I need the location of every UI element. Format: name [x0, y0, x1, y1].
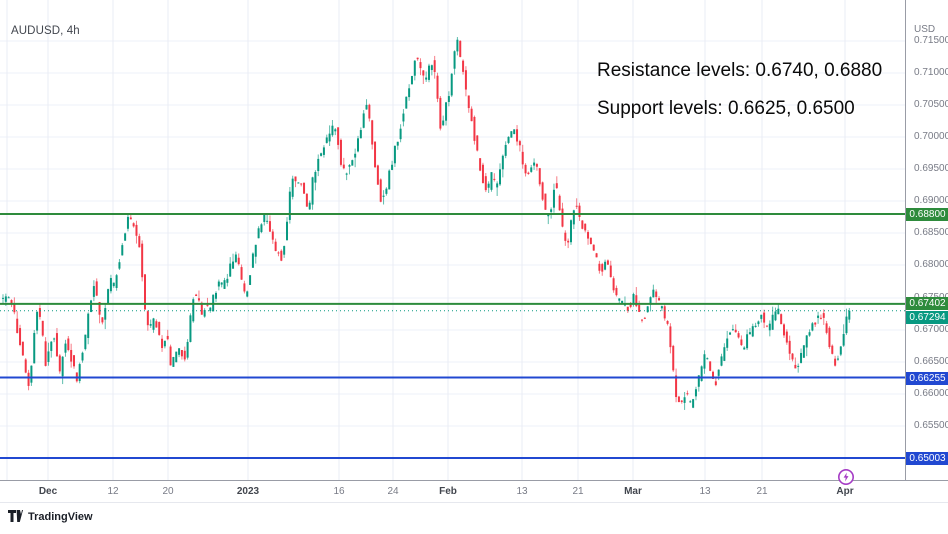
price-tick-label: 0.69500	[914, 163, 948, 174]
time-tick-label: 2023	[236, 486, 260, 497]
resistance-levels-text: Resistance levels: 0.6740, 0.6880	[597, 60, 883, 81]
price-tick-label: 0.68500	[914, 227, 948, 238]
price-tick-label: 0.70500	[914, 99, 948, 110]
tradingview-logo[interactable]: TradingView	[8, 510, 93, 523]
tradingview-logo-icon	[8, 510, 23, 522]
price-tick-label: 0.69000	[914, 195, 948, 206]
event-flash-icon[interactable]	[837, 468, 855, 486]
price-tick-label: 0.71500	[914, 35, 948, 46]
time-tick-label: 13	[516, 486, 528, 497]
tradingview-logo-text: TradingView	[28, 510, 93, 523]
price-tick-label: 0.68000	[914, 259, 948, 270]
time-tick-label: Mar	[624, 486, 642, 497]
currency-label: USD	[914, 24, 936, 35]
symbol-legend[interactable]: AUDUSD, 4h	[11, 25, 80, 37]
time-tick-label: 16	[333, 486, 345, 497]
time-tick-label: Apr	[836, 486, 854, 497]
price-badge-current-price: 0.67294	[906, 311, 948, 324]
bottom-divider	[0, 502, 948, 503]
text-annotation[interactable]: Resistance levels: 0.6740, 0.6880 Suppor…	[597, 52, 882, 128]
price-axis[interactable]: USD 0.71500 0.71000 0.70500 0.70000 0.69500 0…	[905, 0, 948, 480]
time-tick-label: Feb	[439, 486, 457, 497]
price-tick-label: 0.65500	[914, 420, 948, 431]
candlestick-chart[interactable]	[0, 0, 905, 480]
time-tick-label: 21	[756, 486, 768, 497]
time-tick-label: 21	[572, 486, 584, 497]
candlestick-series	[2, 37, 851, 410]
price-tick-label: 0.66500	[914, 356, 948, 367]
chart-canvas[interactable]	[0, 0, 905, 480]
price-badge-support-0.6500: 0.65003	[906, 452, 948, 465]
price-tick-label: 0.70000	[914, 131, 948, 142]
time-tick-label: 20	[162, 486, 174, 497]
price-badge-resistance-0.6880: 0.68800	[906, 208, 948, 221]
time-tick-label: 24	[387, 486, 399, 497]
price-tick-label: 0.67000	[914, 324, 948, 335]
time-tick-label: Dec	[38, 486, 58, 497]
price-tick-label: 0.66000	[914, 388, 948, 399]
time-axis[interactable]: Dec 12 20 2023 16 24 Feb 13 21 Mar 13 21 Apr	[0, 480, 948, 502]
time-tick-label: 13	[699, 486, 711, 497]
price-badge-resistance-0.6740: 0.67402	[906, 297, 948, 310]
price-tick-label: 0.71000	[914, 67, 948, 78]
time-tick-label: 12	[107, 486, 119, 497]
support-levels-text: Support levels: 0.6625, 0.6500	[597, 98, 855, 119]
price-badge-support-0.6625: 0.66255	[906, 372, 948, 385]
